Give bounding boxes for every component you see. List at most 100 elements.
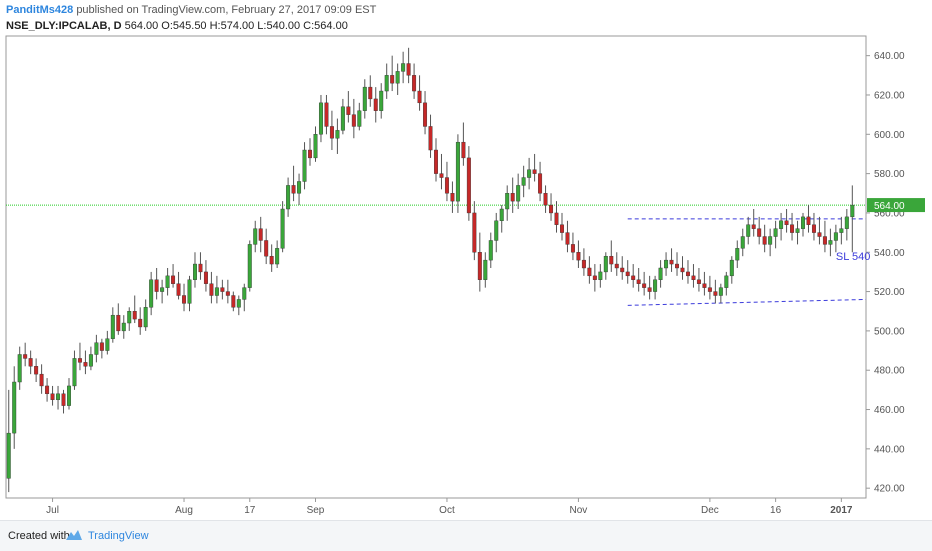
candle-up (724, 271, 729, 296)
candle-down (182, 283, 187, 312)
author-link[interactable]: PanditMs428 (6, 4, 74, 16)
candle-body (642, 283, 647, 288)
candle-down (691, 264, 696, 288)
candle-up (143, 299, 148, 331)
candle-up (379, 83, 384, 119)
candle-body (412, 75, 417, 92)
candle-up (280, 201, 285, 253)
candle-down (434, 138, 438, 182)
candles (6, 47, 855, 493)
candle-body (105, 338, 110, 351)
candle-up (653, 275, 658, 300)
candle-body (6, 432, 11, 479)
candle-body (121, 322, 126, 332)
candle-body (587, 267, 592, 277)
candle-down (543, 185, 548, 213)
x-tick-label: Dec (701, 505, 719, 516)
plot-border (5, 35, 867, 499)
candle-down (368, 75, 373, 107)
candle-down (264, 228, 269, 265)
candle-up (72, 350, 77, 390)
candle-body (340, 106, 345, 131)
y-tick-label: 500.00 (874, 326, 905, 337)
candle-body (346, 106, 351, 115)
candle-down (538, 161, 543, 202)
candle-body (779, 220, 784, 229)
candle-down (675, 252, 679, 276)
candle-body (88, 354, 93, 367)
candle-body (773, 228, 778, 237)
candle-up (88, 346, 93, 371)
y-tick-label: 420.00 (874, 484, 905, 495)
candle-down (138, 307, 143, 335)
candle-down (817, 216, 822, 245)
candle-body (154, 279, 159, 292)
candle-down (351, 98, 356, 139)
candle-body (472, 212, 477, 253)
candle-body (795, 228, 800, 233)
candle-body (214, 287, 219, 296)
candle-body (664, 259, 669, 269)
candle-down (532, 153, 537, 182)
y-tick-label: 580.00 (874, 169, 905, 180)
candle-down (390, 55, 395, 92)
candle-down (291, 165, 296, 202)
candle-down (423, 91, 428, 135)
candle-body (280, 208, 285, 249)
candle-body (17, 354, 22, 383)
candle-down (198, 252, 203, 280)
candle-up (598, 264, 603, 288)
candle-up (384, 63, 389, 99)
candle-down (154, 267, 159, 300)
candle-body (850, 204, 855, 218)
candle-up (664, 252, 669, 276)
candle-up (658, 260, 663, 288)
candle-body (83, 362, 88, 367)
x-tick-label: Aug (175, 505, 193, 516)
candle-up (505, 185, 510, 221)
candle-up (187, 275, 192, 312)
candle-up (779, 212, 784, 241)
candle-body (110, 314, 115, 339)
candle-down (696, 267, 701, 292)
candle-body (707, 287, 712, 292)
candle-body (828, 240, 833, 245)
candle-body (50, 393, 55, 400)
candle-body (291, 185, 296, 194)
candle-up (121, 315, 126, 339)
candle-body (565, 232, 570, 245)
candle-down (477, 232, 482, 292)
candle-up (253, 220, 258, 253)
candle-up (735, 240, 740, 268)
candle-up (483, 252, 488, 288)
candle-body (269, 255, 274, 265)
candle-body (209, 283, 214, 296)
candle-down (412, 63, 417, 99)
candle-body (143, 307, 148, 328)
published-text: published on TradingView.com, February 2… (76, 4, 377, 16)
candle-body (39, 373, 44, 387)
candle-up (127, 307, 132, 331)
candle-up (521, 165, 526, 198)
candle-body (198, 263, 203, 273)
candle-down (609, 240, 614, 272)
candle-body (592, 275, 597, 280)
price-chart[interactable]: 420.00 440.00 460.00 480.00 500.00 520.00 540.… (0, 0, 932, 520)
x-tick-label: 2017 (830, 505, 853, 516)
candle-down (581, 248, 586, 276)
candle-body (461, 141, 466, 159)
candle-up (839, 216, 844, 245)
candle-down (77, 342, 82, 371)
candle-up (67, 378, 71, 410)
candle-body (434, 149, 438, 174)
candle-up (357, 102, 362, 131)
symbol-label: NSE_DLY:IPCALAB, D (6, 20, 122, 32)
candle-down (373, 87, 378, 123)
candle-body (428, 126, 433, 151)
candle-up (833, 224, 838, 253)
candle-down (28, 350, 33, 375)
tradingview-brand-link[interactable]: TradingView (88, 530, 149, 542)
candle-down (510, 177, 515, 213)
candle-body (680, 267, 685, 273)
tradingview-logo-icon[interactable] (65, 528, 83, 542)
